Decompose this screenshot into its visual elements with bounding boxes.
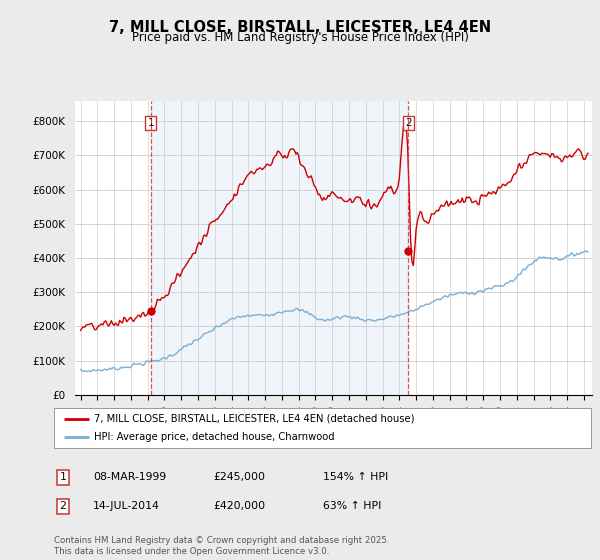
Text: £420,000: £420,000 (213, 501, 265, 511)
Text: 1: 1 (59, 472, 67, 482)
Text: 2: 2 (405, 118, 412, 128)
Bar (151, 101, 408, 395)
Text: 63% ↑ HPI: 63% ↑ HPI (323, 501, 381, 511)
Text: Price paid vs. HM Land Registry's House Price Index (HPI): Price paid vs. HM Land Registry's House … (131, 31, 469, 44)
Text: 14-JUL-2014: 14-JUL-2014 (93, 501, 160, 511)
Text: 154% ↑ HPI: 154% ↑ HPI (323, 472, 388, 482)
Text: 7, MILL CLOSE, BIRSTALL, LEICESTER, LE4 4EN: 7, MILL CLOSE, BIRSTALL, LEICESTER, LE4 … (109, 20, 491, 35)
Text: Contains HM Land Registry data © Crown copyright and database right 2025.
This d: Contains HM Land Registry data © Crown c… (54, 536, 389, 556)
Text: HPI: Average price, detached house, Charnwood: HPI: Average price, detached house, Char… (94, 432, 335, 442)
Text: 1: 1 (148, 118, 154, 128)
Text: 08-MAR-1999: 08-MAR-1999 (93, 472, 166, 482)
Text: £245,000: £245,000 (213, 472, 265, 482)
Text: 2: 2 (59, 501, 67, 511)
Text: 7, MILL CLOSE, BIRSTALL, LEICESTER, LE4 4EN (detached house): 7, MILL CLOSE, BIRSTALL, LEICESTER, LE4 … (94, 414, 415, 423)
